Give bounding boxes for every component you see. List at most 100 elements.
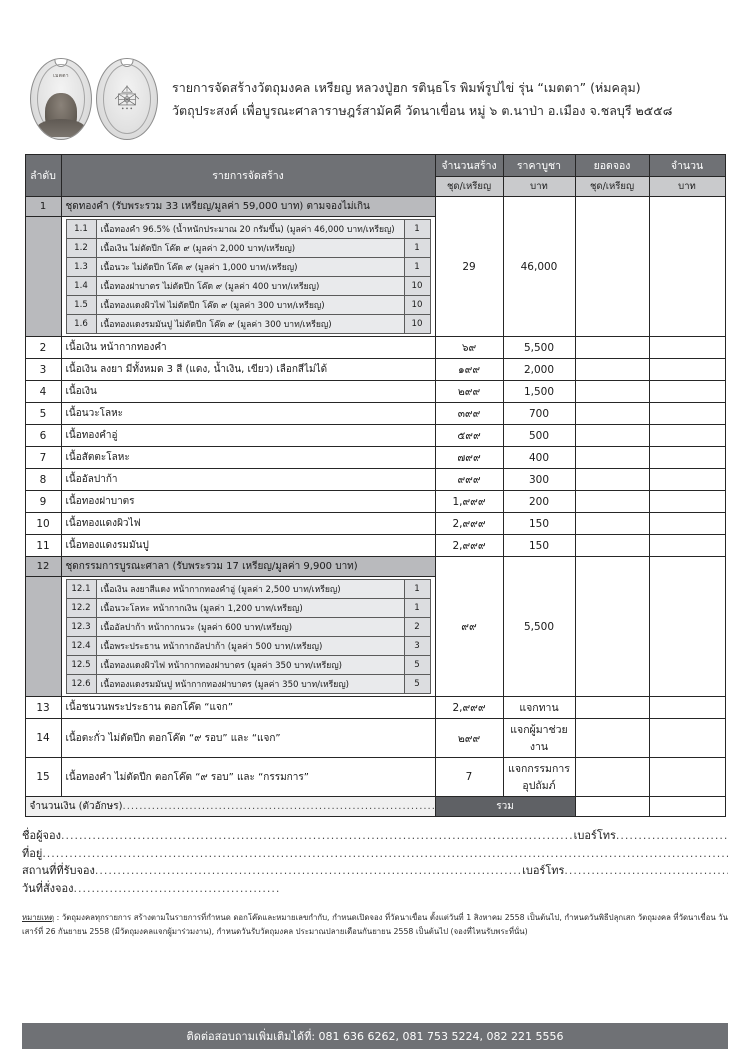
row-booked[interactable] [574, 380, 650, 403]
set-amount[interactable] [648, 196, 726, 337]
total-amount[interactable] [648, 796, 726, 817]
form-field-input-2[interactable]: ........................................… [564, 864, 728, 878]
form-field-row[interactable]: วันที่สั่งจอง...........................… [22, 880, 728, 898]
set-no: 12 [24, 556, 62, 577]
row-price: 400 [502, 446, 576, 469]
col-header-no: ลำดับ [24, 154, 62, 197]
row-booked[interactable] [574, 490, 650, 513]
row-price: 300 [502, 468, 576, 491]
sub-item-text: เนื้อทองแดงผิวไฟ หน้ากากทองฝาบาตร (มูลค่… [95, 655, 405, 675]
row-amount[interactable] [648, 336, 726, 359]
footnote-label: หมายเหตุ [22, 913, 55, 923]
row-amount[interactable] [648, 402, 726, 425]
row-no: 13 [24, 696, 62, 719]
row-booked[interactable] [574, 358, 650, 381]
form-field-row[interactable]: สถานที่ที่รับจอง........................… [22, 862, 728, 880]
row-amount[interactable] [648, 380, 726, 403]
sub-item-text: เนื้อทองแดงรมมันปู ไม่ตัดปีก โค๊ด ๙ (มูล… [95, 314, 405, 334]
set-booked[interactable] [574, 196, 650, 337]
table-row: 13 เนื้อชนวนพระประธาน ตอกโค๊ต “แจก” 2,๙๙๙แ… [24, 696, 726, 719]
row-amount[interactable] [648, 490, 726, 513]
row-amount[interactable] [648, 696, 726, 719]
row-price: 5,500 [502, 336, 576, 359]
total-booked[interactable] [574, 796, 650, 817]
sub-item-no: 12.1 [65, 579, 97, 599]
sub-item-count: 5 [403, 655, 431, 675]
row-amount[interactable] [648, 358, 726, 381]
form-field-row[interactable]: ชื่อผู้จอง..............................… [22, 827, 728, 845]
table-total-row: จำนวนเงิน (ตัวอักษร)....................… [24, 796, 726, 817]
form-field-label: วันที่สั่งจอง [22, 881, 74, 895]
row-no: 5 [24, 402, 62, 425]
set-price: 46,000 [502, 196, 576, 337]
row-qty: ๙๙๙ [434, 468, 504, 491]
row-amount[interactable] [648, 512, 726, 535]
row-booked[interactable] [574, 718, 650, 758]
row-desc: เนื้อนวะโลหะ [60, 402, 436, 425]
form-field-row[interactable]: ที่อยู่.................................… [22, 845, 728, 863]
row-amount[interactable] [648, 446, 726, 469]
row-no: 10 [24, 512, 62, 535]
amount-in-words-field[interactable]: จำนวนเงิน (ตัวอักษร)....................… [24, 796, 436, 817]
row-desc: เนื้อเงิน หน้ากากทองคำ [60, 336, 436, 359]
sub-item-no: 12.5 [65, 655, 97, 675]
form-field-input[interactable]: ........................................… [60, 829, 574, 842]
row-booked[interactable] [574, 336, 650, 359]
row-qty: 2,๙๙๙ [434, 696, 504, 719]
form-field-label: ชื่อผู้จอง [22, 829, 61, 842]
form-field-input[interactable]: ........................................… [42, 846, 728, 860]
row-booked[interactable] [574, 696, 650, 719]
footnote: หมายเหตุ : วัตถุมงคลทุกรายการ สร้างตามใน… [22, 911, 728, 938]
sub-item-no: 1.1 [65, 219, 97, 239]
set-amount[interactable] [648, 556, 726, 697]
col-header-desc: รายการจัดสร้าง [60, 154, 436, 197]
row-desc: เนื้อสัตตะโลหะ [60, 446, 436, 469]
form-field-input[interactable]: ........................................… [73, 881, 281, 895]
col-header-booked: ยอดจอง [574, 154, 650, 177]
table-subheader-row: ชุด/เหรียญ บาท ชุด/เหรียญ บาท [25, 176, 726, 197]
row-price: แจกผู้มาช่วยงาน [502, 718, 576, 758]
total-label: รวม [434, 796, 576, 817]
row-no: 14 [24, 718, 62, 758]
row-booked[interactable] [574, 512, 650, 535]
sub-item-count: 1 [403, 238, 431, 258]
row-amount[interactable] [648, 468, 726, 491]
table-row: 9 เนื้อทองฝาบาตร 1,๙๙๙ 200 [24, 490, 726, 513]
col-header-qty: จำนวนสร้าง [434, 154, 504, 177]
row-desc: เนื้อทองคำอู่ [60, 424, 436, 447]
footnote-text: : วัตถุมงคลทุกรายการ สร้างตามในรายการที่… [22, 913, 728, 937]
row-qty: 1,๙๙๙ [434, 490, 504, 513]
table-row: 15 เนื้อทองคำ ไม่ตัดปีก ตอกโค๊ต “๙ รอบ” แ… [24, 757, 726, 797]
sub-item-count: 1 [403, 219, 431, 239]
sub-item-no: 1.3 [65, 257, 97, 277]
row-booked[interactable] [574, 468, 650, 491]
set-desc: ชุดทองคำ (รับพระรวม 33 เหรียญ/มูลค่า 59,… [60, 196, 436, 217]
row-price: 150 [502, 512, 576, 535]
set-gutter [24, 216, 62, 337]
table-row: 7 เนื้อสัตตะโลหะ ๗๙๙ 400 [24, 446, 726, 469]
row-amount[interactable] [648, 757, 726, 797]
row-amount[interactable] [648, 424, 726, 447]
row-qty: ๗๙๙ [434, 446, 504, 469]
row-booked[interactable] [574, 534, 650, 557]
sub-item-row: 12.1 เนื้อเงิน ลงยาสีแดง หน้ากากทองคำอู่ … [65, 579, 431, 599]
col-subheader-amount-unit: บาท [648, 176, 726, 197]
row-amount[interactable] [648, 534, 726, 557]
form-field-label-2: เบอร์โทร [522, 864, 565, 878]
row-booked[interactable] [574, 757, 650, 797]
row-booked[interactable] [574, 402, 650, 425]
row-booked[interactable] [574, 446, 650, 469]
row-no: 4 [24, 380, 62, 403]
sub-item-count: 1 [403, 598, 431, 618]
form-field-input-2[interactable]: ........................................… [615, 829, 728, 842]
set-booked[interactable] [574, 556, 650, 697]
sub-item-no: 12.2 [65, 598, 97, 618]
row-qty: ๖๙ [434, 336, 504, 359]
sub-item-text: เนื้อทองฝาบาตร ไม่ตัดปีก โค๊ด ๙ (มูลค่า … [95, 276, 405, 296]
form-field-input[interactable]: ........................................… [94, 864, 523, 878]
row-booked[interactable] [574, 424, 650, 447]
table-row: 11 เนื้อทองแดงรมมันปู 2,๙๙๙ 150 [24, 534, 726, 557]
set-qty: 29 [434, 196, 504, 337]
row-amount[interactable] [648, 718, 726, 758]
sub-item-no: 1.4 [65, 276, 97, 296]
